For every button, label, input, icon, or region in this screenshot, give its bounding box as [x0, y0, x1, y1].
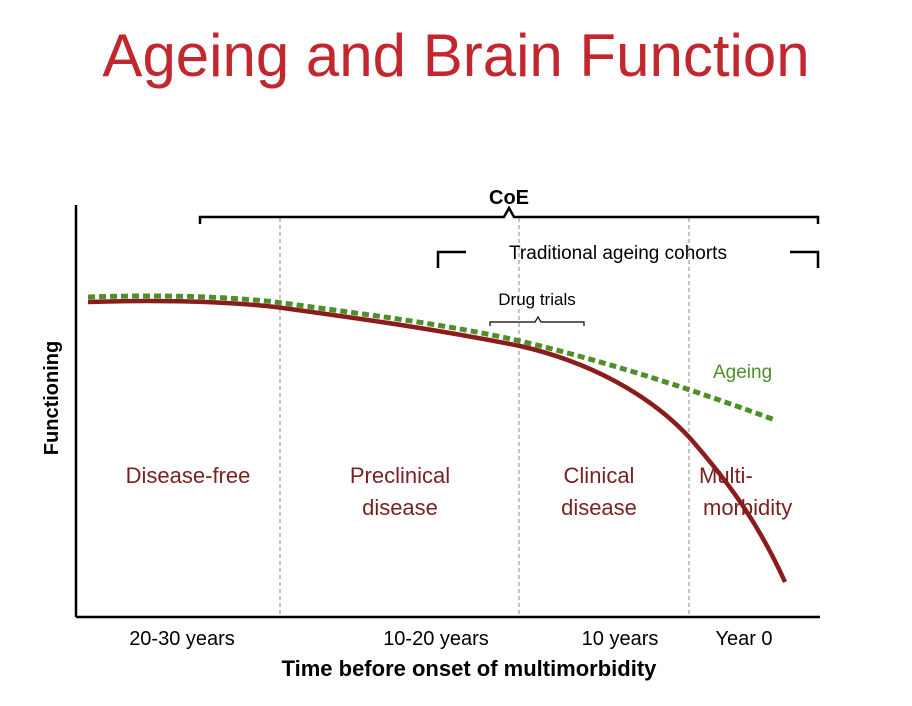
- phase-multimorbidity-line2: morbidity: [703, 495, 792, 520]
- ageing-curve: [87, 293, 776, 423]
- ageing-label: Ageing: [713, 362, 772, 383]
- phase-clinical-line2: disease: [561, 495, 637, 520]
- disease-curve: [87, 298, 788, 583]
- traditional-bracket-left: [436, 250, 466, 268]
- coe-bracket: [198, 205, 820, 224]
- x-tick-label: 10-20 years: [383, 628, 489, 650]
- phase-disease-free: Disease-free: [126, 463, 251, 488]
- phase-clinical-line1: Clinical: [564, 463, 635, 488]
- traditional-label: Traditional ageing cohorts: [509, 243, 727, 264]
- page-title: Ageing and Brain Function: [102, 22, 810, 89]
- x-tick-label: 10 years: [582, 628, 659, 650]
- phase-preclinical-line1: Preclinical: [350, 463, 450, 488]
- drug-trials-label: Drug trials: [498, 290, 575, 309]
- x-tick-label: 20-30 years: [129, 628, 235, 650]
- phase-multimorbidity-line1: Multi-: [699, 463, 753, 488]
- y-axis-label: Functioning: [41, 341, 63, 455]
- x-tick-label: Year 0: [715, 628, 772, 650]
- traditional-bracket-right: [790, 250, 820, 268]
- phase-preclinical-line2: disease: [362, 495, 438, 520]
- coe-label: CoE: [489, 187, 529, 209]
- drug-trials-bracket: [489, 315, 585, 326]
- x-axis-label: Time before onset of multimorbidity: [282, 656, 658, 681]
